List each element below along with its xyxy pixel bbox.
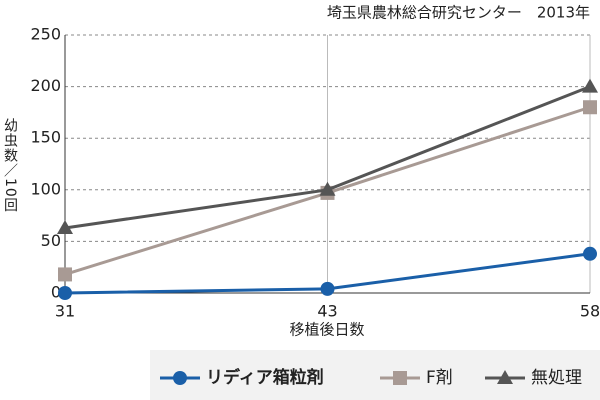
y-axis-label: 幼虫数／10回 bbox=[2, 118, 18, 213]
point bbox=[320, 281, 335, 296]
x-tick-label: 43 bbox=[317, 302, 337, 321]
point bbox=[58, 267, 72, 282]
legend-label: リディア箱粒剤 bbox=[206, 367, 324, 388]
legend-box bbox=[150, 350, 600, 400]
source: 埼玉県農林総合研究センター 2013年 bbox=[327, 4, 590, 22]
point bbox=[497, 370, 513, 384]
y-tick-label: 50 bbox=[41, 231, 61, 250]
point bbox=[58, 286, 72, 300]
point bbox=[319, 181, 336, 196]
legend-label: F剤 bbox=[426, 368, 453, 388]
y-tick-label: 150 bbox=[30, 128, 61, 147]
point bbox=[57, 219, 73, 234]
x-tick-label: 58 bbox=[580, 302, 600, 321]
point bbox=[583, 246, 597, 261]
y-tick-label: 250 bbox=[30, 25, 61, 44]
point bbox=[583, 100, 597, 115]
point bbox=[173, 371, 187, 385]
legend-label: 無処理 bbox=[531, 368, 582, 388]
point bbox=[582, 78, 598, 93]
y-tick-label: 200 bbox=[30, 76, 61, 95]
y-tick-label: 0 bbox=[51, 283, 61, 302]
x-tick-label: 31 bbox=[55, 302, 75, 321]
y-tick-label: 100 bbox=[30, 179, 61, 198]
point bbox=[393, 371, 407, 385]
x-axis-label: 移植後日数 bbox=[289, 321, 364, 339]
